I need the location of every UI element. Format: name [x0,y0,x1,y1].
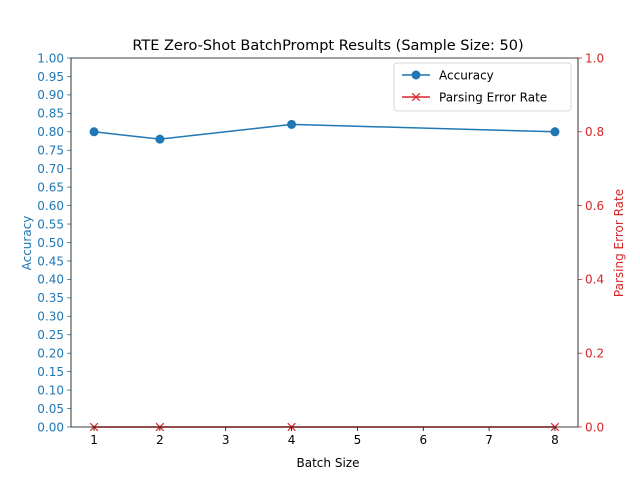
y-left-tick-label: 0.00 [37,420,64,434]
x-tick-label: 4 [288,433,296,447]
x-tick-label: 2 [156,433,164,447]
x-tick-label: 7 [485,433,493,447]
y-right-tick-label: 0.8 [585,125,604,139]
y-left-tick-label: 0.50 [37,236,64,250]
legend-frame [393,62,572,112]
y-right-tick-label: 0.2 [585,347,604,361]
accuracy-point [287,119,297,129]
y-left-tick-label: 0.80 [37,125,64,139]
accuracy-point [155,134,165,144]
accuracy-point [89,127,99,137]
y-left-tick-label: 0.95 [37,70,64,84]
accuracy-line [93,123,555,140]
y-left-tick-label: 0.40 [37,273,64,287]
y-left-tick-label: 0.60 [37,199,64,213]
x-tick-label: 6 [419,433,427,447]
legend-entry-label: Parsing Error Rate [439,90,547,104]
y-right-tick-label: 0.0 [585,420,604,434]
y-left-tick-label: 1.00 [37,51,64,65]
y-left-tick-label: 0.30 [37,310,64,324]
plot-area: 1 2 3 4 5 6 7 8 0.00 0.05 0.10 0.15 0.20 0.25 0.30 0.35… [37,51,604,447]
y-left-tick-label: 0.35 [37,291,64,305]
y-left-tick-label: 0.85 [37,107,64,121]
y-left-tick-label: 0.25 [37,328,64,342]
x-axis-label: Batch Size [297,456,360,470]
y-right-tick-label: 0.4 [585,273,604,287]
legend-entry-label: Accuracy [439,68,494,82]
x-tick-label: 1 [90,433,98,447]
y-left-tick-label: 0.75 [37,144,64,158]
y-axis-right-label: Parsing Error Rate [612,189,626,297]
y-left-tick-label: 0.45 [37,254,64,268]
y-left-tick-label: 0.90 [37,88,64,102]
y-right-tick-label: 0.6 [585,199,604,213]
y-left-tick-label: 0.10 [37,383,64,397]
legend-swatch-marker [411,70,421,80]
y-left-tick-label: 0.55 [37,217,64,231]
legend: Accuracy Parsing Error Rate [393,62,572,112]
x-tick-label: 5 [354,433,362,447]
accuracy-point [550,127,560,137]
x-tick-label: 3 [222,433,230,447]
y-left-tick-label: 0.70 [37,162,64,176]
y-right-tick-label: 1.0 [585,51,604,65]
y-left-tick-label: 0.15 [37,365,64,379]
y-left-tick-label: 0.65 [37,180,64,194]
x-marker-stroke [411,92,421,102]
y-left-tick-label: 0.20 [37,347,64,361]
y-axis-left-label: Accuracy [20,216,34,271]
x-tick-label: 8 [551,433,559,447]
legend-swatch-marker [411,92,421,102]
chart-title: RTE Zero-Shot BatchPrompt Results (Sampl… [132,38,523,54]
y-left-tick-label: 0.05 [37,402,64,416]
